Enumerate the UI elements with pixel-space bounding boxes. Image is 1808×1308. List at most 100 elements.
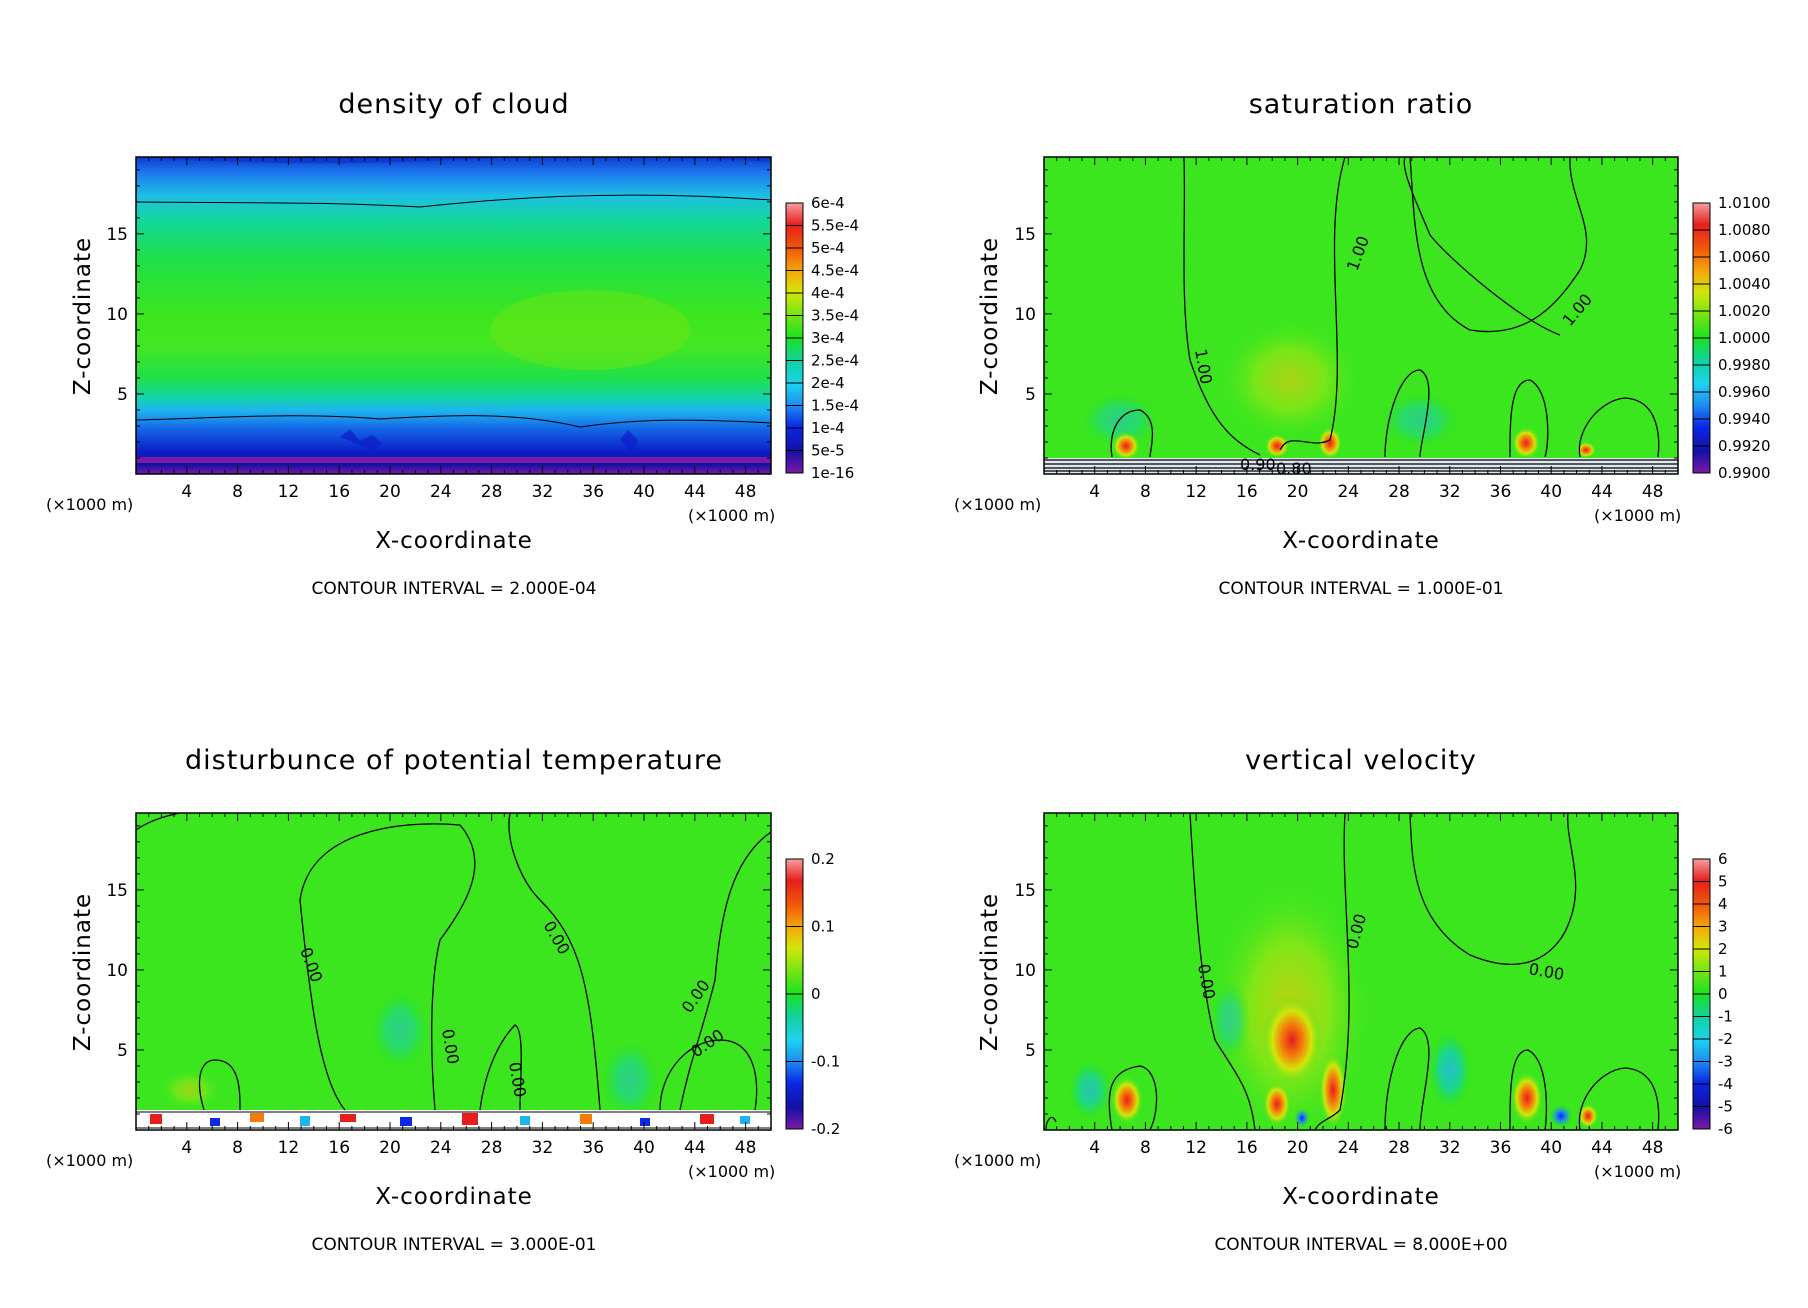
colorbar-label: 0.1	[811, 918, 835, 936]
field-feature	[1112, 432, 1140, 460]
y-tick-label: 5	[1025, 1041, 1036, 1061]
contour-line	[135, 415, 772, 428]
colorbar-label: 4	[1718, 895, 1728, 913]
y-tick-label: 15	[106, 881, 128, 901]
x-tick-label: 24	[430, 1138, 452, 1158]
panel-potential-temperature: disturbunce of potential temperature	[46, 745, 840, 1255]
x-tick-label: 40	[633, 482, 655, 502]
colorbar-label: 2e-4	[811, 374, 845, 392]
colorbar-label: 0.9920	[1718, 437, 1771, 455]
colorbar-label: 0.9980	[1718, 356, 1771, 374]
x-tick-label: 36	[582, 482, 604, 502]
colorbar-label: 3e-4	[811, 329, 845, 347]
colorbar-label: -0.1	[811, 1053, 840, 1071]
colorbar-label: -5	[1718, 1098, 1733, 1116]
colorbar-label: 0.9900	[1718, 464, 1771, 482]
field-feature	[600, 1040, 660, 1120]
upper-cloud-edge	[136, 156, 771, 164]
y-tick-label: 10	[106, 305, 128, 325]
x-tick-label: 12	[278, 482, 300, 502]
x-tick-label: 44	[684, 1138, 706, 1158]
x-tick-label: 4	[1089, 482, 1100, 502]
panel-title: disturbunce of potential temperature	[185, 745, 723, 776]
field-feature	[1294, 1108, 1310, 1128]
x-tick-label: 4	[181, 1138, 192, 1158]
field-feature	[1210, 980, 1250, 1060]
colorbar-label: 1.0040	[1718, 275, 1771, 293]
y-tick-label: 10	[1014, 961, 1036, 981]
z-unit: (×1000 m)	[46, 495, 133, 514]
y-tick-label: 10	[1014, 305, 1036, 325]
colorbar-label: -6	[1718, 1120, 1733, 1138]
x-tick-label: 28	[481, 1138, 503, 1158]
colorbar-label: -4	[1718, 1075, 1733, 1093]
x-tick-label: 36	[582, 1138, 604, 1158]
x-tick-label: 40	[1540, 482, 1562, 502]
colorbar-label: 0.2	[811, 850, 835, 868]
panel-saturation-ratio: saturation ratio 1.00 1.00 1.00 0.90 0.8…	[954, 89, 1771, 599]
field-feature	[1576, 442, 1596, 458]
colorbar-label: 5	[1718, 873, 1728, 891]
colorbar-label: 1.0100	[1718, 194, 1771, 212]
field-feature	[1380, 392, 1460, 448]
panel-density-of-cloud: density of cloud 4 8 12 16 20 24 28 32 36 40 44 48 …	[46, 89, 859, 599]
x-tick-label: 24	[430, 482, 452, 502]
x-tick-label: 28	[1388, 1138, 1410, 1158]
y-axis-label: Z-coordinate	[977, 237, 1003, 395]
colorbar-label: 1.0000	[1718, 329, 1771, 347]
contour-label: 0.80	[1276, 459, 1312, 478]
x-tick-label: 20	[379, 482, 401, 502]
field-feature	[1318, 427, 1342, 459]
field-feature	[490, 290, 690, 370]
colorbar-label: 3.5e-4	[811, 307, 859, 325]
surface-layer	[1044, 458, 1678, 474]
x-tick-label: 36	[1490, 1138, 1512, 1158]
colorbar-label: 0.9960	[1718, 383, 1771, 401]
z-unit: (×1000 m)	[46, 1151, 133, 1170]
field-feature	[160, 1070, 220, 1110]
field-feature	[1220, 320, 1360, 440]
y-axis-label: Z-coordinate	[70, 237, 96, 395]
x-tick-label: 12	[278, 1138, 300, 1158]
x-tick-label: 24	[1337, 1138, 1359, 1158]
colorbar-label: 6e-4	[811, 194, 845, 212]
contour-label: 0.90	[1240, 455, 1276, 474]
x-tick-label: 48	[735, 1138, 757, 1158]
x-tick-label: 8	[232, 482, 243, 502]
x-unit: (×1000 m)	[1594, 506, 1681, 525]
x-tick-label: 20	[1287, 1138, 1309, 1158]
x-axis-label: X-coordinate	[1282, 528, 1440, 554]
x-tick-label: 36	[1490, 482, 1512, 502]
field-feature	[1263, 1082, 1291, 1126]
x-tick-label: 8	[1140, 482, 1151, 502]
x-tick-label: 32	[532, 1138, 554, 1158]
x-tick-label: 20	[379, 1138, 401, 1158]
contour-interval: CONTOUR INTERVAL = 1.000E-01	[1219, 579, 1504, 599]
contour-interval: CONTOUR INTERVAL = 2.000E-04	[312, 579, 597, 599]
x-tick-label: 44	[1591, 1138, 1613, 1158]
colorbar-label: 0	[1718, 985, 1728, 1003]
z-unit: (×1000 m)	[954, 495, 1041, 514]
x-tick-label: 44	[1591, 482, 1613, 502]
field-feature	[1549, 1104, 1573, 1128]
x-tick-label: 12	[1185, 482, 1207, 502]
colorbar-label: 1e-4	[811, 419, 845, 437]
field-feature	[1511, 1072, 1543, 1124]
colorbar-label: 1e-16	[811, 464, 854, 482]
surface-noise	[136, 1111, 771, 1129]
colorbar-label: 4.5e-4	[811, 262, 859, 280]
plot-field	[136, 813, 771, 1130]
y-axis-label: Z-coordinate	[70, 893, 96, 1051]
colorbar-label: -0.2	[811, 1120, 840, 1138]
x-tick-label: 28	[1388, 482, 1410, 502]
panel-vertical-velocity: vertical velocity 0.00 0.00 0.00 4 8 12 16 2…	[954, 745, 1733, 1255]
y-tick-label: 15	[106, 225, 128, 245]
colorbar-label: -1	[1718, 1008, 1733, 1026]
panel-title: saturation ratio	[1249, 89, 1474, 120]
contour-line	[135, 194, 772, 208]
y-tick-label: 15	[1014, 225, 1036, 245]
colorbar-label: 2.5e-4	[811, 352, 859, 370]
x-tick-label: 28	[481, 482, 503, 502]
y-tick-label: 5	[1025, 385, 1036, 405]
